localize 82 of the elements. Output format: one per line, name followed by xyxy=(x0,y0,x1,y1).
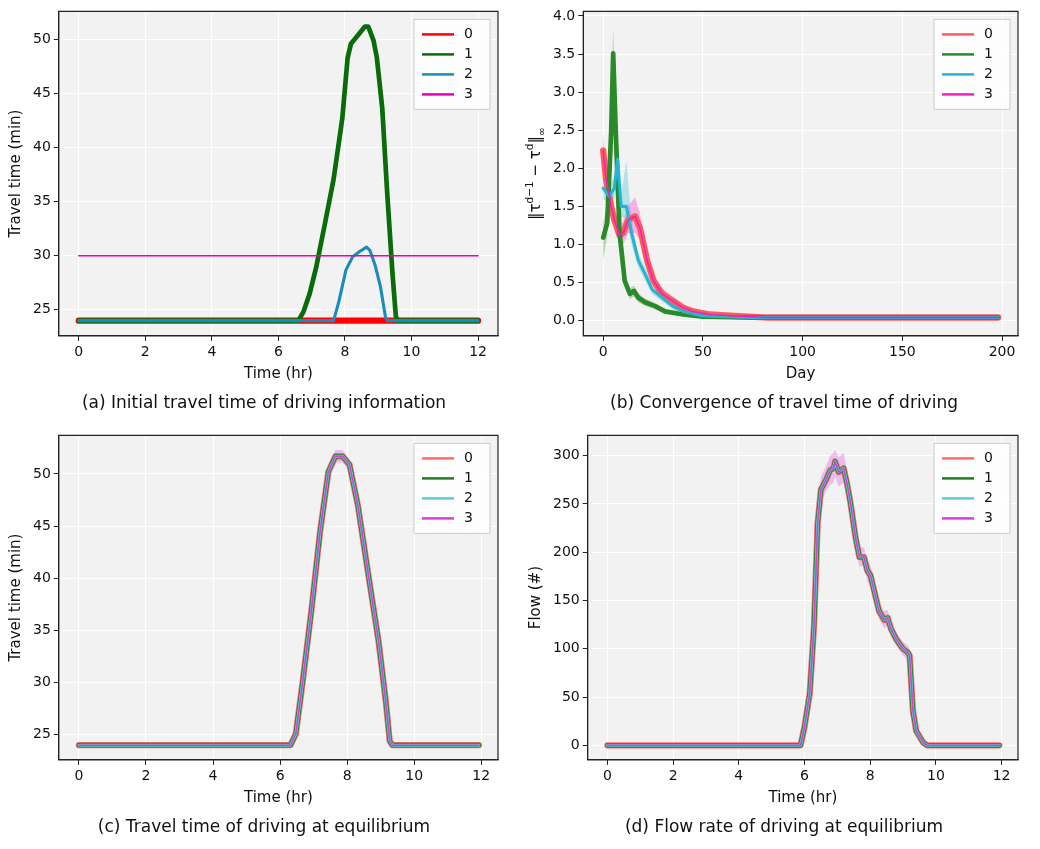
x-tick-label: 150 xyxy=(888,342,916,359)
legend-label: 2 xyxy=(464,489,473,506)
y-tick-label: 1.5 xyxy=(553,196,576,213)
y-axis-title: ‖τd−1 − τd‖∞ xyxy=(522,127,547,220)
legend-label: 2 xyxy=(984,489,993,506)
y-tick-label: 35 xyxy=(32,192,51,209)
y-tick-label: 150 xyxy=(552,591,580,608)
y-tick-label: 50 xyxy=(561,687,580,704)
x-tick-label: 4 xyxy=(208,766,218,783)
y-tick-label: 45 xyxy=(32,516,51,533)
legend-label: 0 xyxy=(984,25,993,42)
y-tick-label: 30 xyxy=(32,673,51,690)
x-tick-label: 10 xyxy=(402,342,421,359)
y-tick-label: 25 xyxy=(32,300,51,317)
x-tick-label: 6 xyxy=(800,766,810,783)
x-tick-label: 8 xyxy=(865,766,875,783)
y-tick-label: 3.0 xyxy=(553,82,576,99)
y-tick-label: 250 xyxy=(552,494,580,511)
x-tick-label: 12 xyxy=(469,342,487,359)
text: (c) Travel time of driving at equilibrium xyxy=(97,816,431,837)
y-tick-label: 25 xyxy=(32,725,51,742)
x-tick-label: 6 xyxy=(275,766,285,783)
x-tick-label: 0 xyxy=(74,766,84,783)
text: (d) Flow rate of driving at equilibrium xyxy=(624,816,944,837)
y-tick-label: 30 xyxy=(32,246,51,263)
legend-label: 1 xyxy=(464,469,473,486)
x-tick-label: 4 xyxy=(734,766,744,783)
y-tick-label: 40 xyxy=(32,568,51,585)
y-tick-label: 0.5 xyxy=(553,273,576,290)
legend-label: 1 xyxy=(984,469,993,486)
legend-label: 0 xyxy=(984,449,993,466)
y-tick-label: 35 xyxy=(32,621,51,638)
y-tick-label: 4.0 xyxy=(553,6,576,23)
y-axis-title: Travel time (min) xyxy=(5,533,24,663)
y-tick-label: 2.0 xyxy=(553,158,576,175)
x-tick-label: 50 xyxy=(694,342,712,359)
y-tick-label: 1.0 xyxy=(553,235,576,252)
x-tick-label: 2 xyxy=(668,766,678,783)
x-tick-label: 10 xyxy=(926,766,945,783)
legend-label: 3 xyxy=(464,509,473,526)
y-tick-label: 40 xyxy=(32,138,51,155)
y-tick-label: 0 xyxy=(570,735,580,752)
y-axis-title: Travel time (min) xyxy=(5,109,24,239)
legend-label: 0 xyxy=(464,25,473,42)
x-tick-label: 0 xyxy=(598,342,608,359)
legend-label: 3 xyxy=(984,509,993,526)
legend-label: 3 xyxy=(464,85,473,102)
x-tick-label: 8 xyxy=(342,766,352,783)
y-tick-label: 0.0 xyxy=(553,311,576,328)
text: (b) Convergence of travel time of driving xyxy=(610,392,958,413)
y-tick-label: 300 xyxy=(552,446,580,463)
x-tick-label: 0 xyxy=(74,342,84,359)
y-axis-title: Flow (#) xyxy=(525,565,544,630)
x-axis-title: Time (hr) xyxy=(242,788,313,807)
x-tick-label: 200 xyxy=(988,342,1016,359)
y-tick-label: 50 xyxy=(32,30,51,47)
x-tick-label: 0 xyxy=(602,766,612,783)
y-tick-label: 200 xyxy=(552,542,580,559)
legend-label: 2 xyxy=(464,65,473,82)
y-tick-label: 45 xyxy=(32,84,51,101)
x-tick-label: 12 xyxy=(472,766,491,783)
legend-label: 1 xyxy=(464,45,473,62)
legend-label: 3 xyxy=(984,85,993,102)
text: (a) Initial travel time of driving information xyxy=(81,392,447,413)
y-tick-label: 100 xyxy=(552,639,580,656)
y-tick-label: 2.5 xyxy=(553,120,576,137)
x-axis-title: Time (hr) xyxy=(242,364,313,383)
legend-label: 2 xyxy=(984,65,993,82)
x-tick-label: 10 xyxy=(405,766,424,783)
x-tick-label: 6 xyxy=(273,342,283,359)
x-tick-label: 8 xyxy=(340,342,350,359)
x-axis-title: Day xyxy=(785,364,816,383)
legend-label: 0 xyxy=(464,449,473,466)
x-tick-label: 2 xyxy=(141,766,151,783)
x-tick-label: 4 xyxy=(207,342,217,359)
x-tick-label: 2 xyxy=(140,342,150,359)
y-tick-label: 3.5 xyxy=(553,44,576,61)
x-tick-label: 12 xyxy=(992,766,1011,783)
y-tick-label: 50 xyxy=(32,464,51,481)
x-axis-title: Time (hr) xyxy=(767,788,838,807)
x-tick-label: 100 xyxy=(789,342,816,359)
legend-label: 1 xyxy=(984,45,993,62)
